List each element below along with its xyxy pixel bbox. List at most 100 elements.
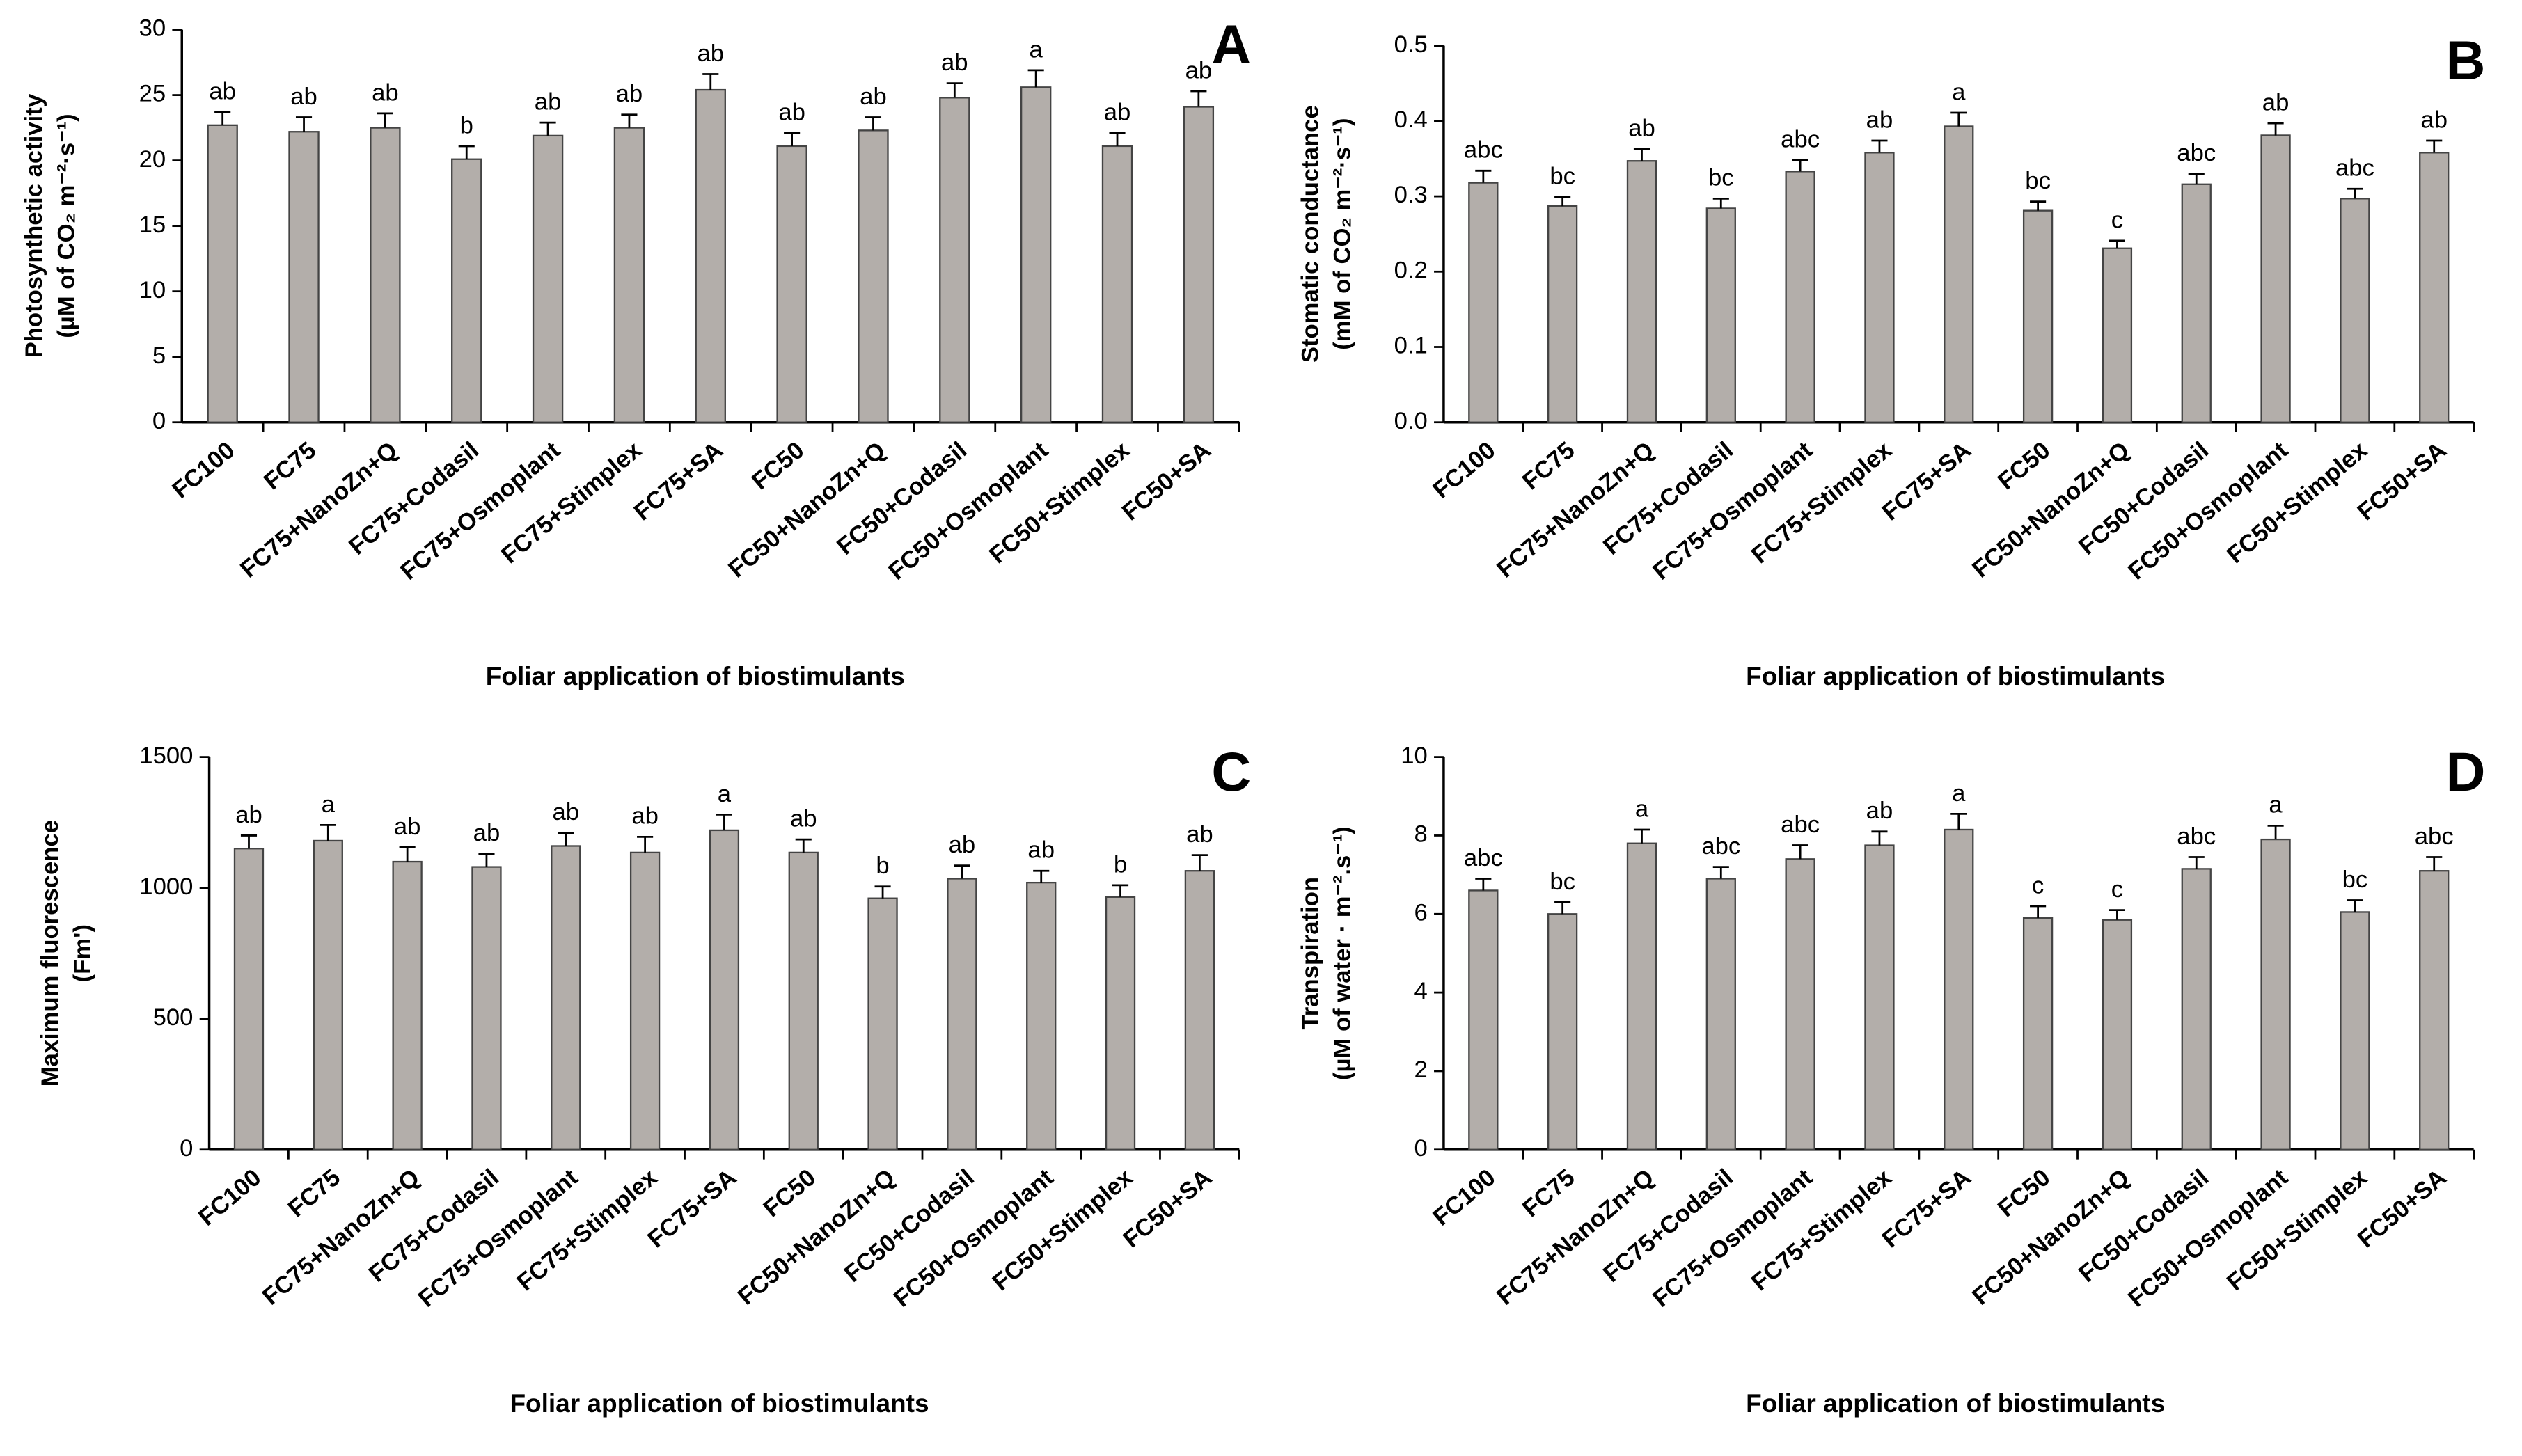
significance-letter: abc [2177,140,2216,166]
error-bar [954,864,970,879]
bar [451,158,482,423]
bar [1468,182,1499,423]
bar [1468,889,1499,1150]
significance-letter: ab [616,81,643,107]
significance-letter: abc [1464,845,1503,871]
bar [207,124,238,423]
bar [2181,868,2212,1150]
significance-letter: ab [631,803,659,830]
bar [867,897,898,1150]
significance-letter: abc [2177,823,2216,850]
y-axis-label: Stomatic conductance [1297,105,1323,363]
bar [947,878,977,1150]
bar [471,866,502,1150]
error-bar [1475,878,1492,891]
y-tick-label: 8 [1414,821,1428,848]
panel-letter: D [2446,741,2486,802]
significance-letter: c [2032,872,2044,899]
y-tick-label: 0.1 [1394,333,1428,359]
error-bar [1554,196,1571,207]
significance-letter: ab [778,100,805,126]
error-bar [702,73,719,90]
bar [1626,842,1657,1150]
panel-letter: C [1211,741,1251,802]
significance-letter: bc [2025,168,2051,194]
error-bar [399,846,416,862]
y-tick-label: 10 [1401,743,1428,769]
error-bar [2267,122,2284,136]
error-bar [637,835,654,853]
error-bar [795,838,812,853]
significance-letter: ab [2262,90,2289,116]
y-axis-label: Maximum fluorescence [37,820,63,1086]
x-tick-label: FC100 [1428,437,1501,504]
error-bar [716,813,732,830]
significance-letter: bc [1708,165,1734,191]
x-tick-label: FC50+SA [2353,1164,2452,1253]
error-bar [1712,197,1729,209]
significance-letter: ab [1628,115,1655,141]
significance-letter: ab [1866,106,1893,133]
significance-letter: ab [2420,106,2448,133]
significance-letter: ab [235,802,262,828]
error-bar [1950,813,1967,830]
panel: 0 500 1000 1500 Maximum fluorescence (Fm') Fol… [37,741,1251,1418]
x-tick-label: FC75+Stimplex [512,1164,663,1296]
bar [2260,134,2291,423]
y-tick-label: 10 [139,277,166,303]
significance-letter: bc [2342,867,2368,893]
x-tick-label: FC50 [1993,437,2055,496]
y-tick-label: 1000 [139,873,193,900]
bar [709,829,740,1150]
x-tick-label: FC50+Stimplex [2222,1164,2372,1296]
error-bar [1792,844,1808,860]
error-bar [1792,159,1808,172]
error-bar [539,121,556,136]
bar [2102,919,2133,1150]
error-bar [2426,139,2443,153]
y-axis-label: Transpiration [1297,877,1323,1030]
error-bar [214,111,231,125]
significance-letter: b [1114,851,1127,878]
significance-letter: a [718,781,732,807]
significance-letter: a [1030,36,1043,63]
x-tick-label: FC75+Stimplex [1747,436,1897,569]
bar [392,860,423,1150]
x-tick-label: FC75+Stimplex [1747,1164,1897,1296]
error-bar [478,853,495,867]
x-tick-label: FC100 [167,437,239,504]
x-tick-label: FC100 [1428,1164,1501,1231]
x-tick-label: FC100 [194,1164,266,1231]
significance-letter: a [1635,796,1649,822]
bar [2022,209,2054,423]
bar [2340,911,2370,1150]
y-tick-label: 25 [139,81,166,107]
bar [1101,145,1133,423]
significance-letter: abc [1781,127,1820,153]
y-axis-label: (mM of CO₂ m⁻²·s⁻¹) [1330,118,1356,350]
error-bar [874,885,891,899]
error-bar [320,824,336,841]
significance-letter: ab [1185,57,1213,84]
bar [2022,917,2054,1150]
y-tick-label: 1500 [139,743,193,769]
bar [1944,125,1974,423]
significance-letter: ab [473,820,501,846]
significance-letter: ab [1866,798,1893,824]
bar [1183,106,1215,423]
error-bar [240,834,258,849]
error-bar [2109,239,2125,248]
bar [1785,858,1815,1150]
error-bar [2426,856,2443,871]
y-tick-label: 500 [153,1004,194,1031]
bar [1705,207,1736,423]
bar [1105,896,1136,1150]
y-axis-label: Photosynthetic activity [21,93,47,358]
significance-letter: a [322,791,336,818]
x-tick-label: FC50+Stimplex [984,436,1135,569]
significance-letter: abc [1781,812,1820,838]
y-axis-label: (Fm') [69,924,95,982]
error-bar [377,112,393,128]
